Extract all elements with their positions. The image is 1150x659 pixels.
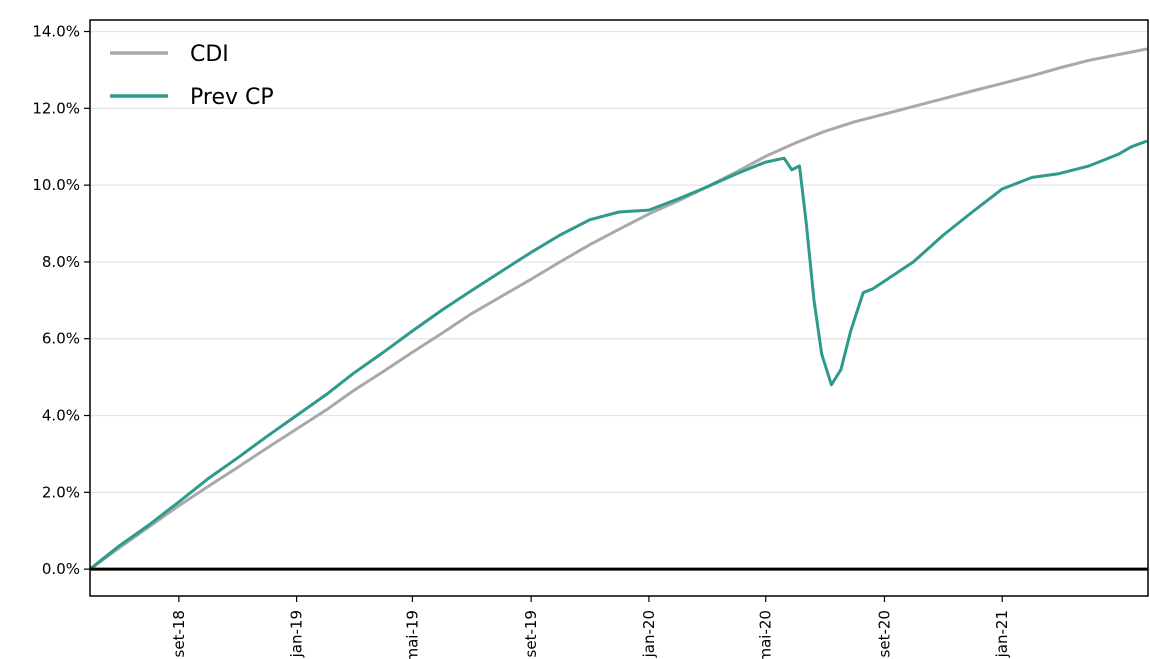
y-tick-label-2: 4.0% <box>42 407 80 425</box>
y-tick-label-3: 6.0% <box>42 330 80 348</box>
x-tick-label-6: set-20 <box>875 610 893 657</box>
x-tick-label-5: mai-20 <box>757 610 775 659</box>
plot-frame <box>89 19 1149 597</box>
y-axis-ticks: 0.0% 2.0% 4.0% 6.0% 8.0% 10.0% 12.0% 14.0% <box>32 23 90 578</box>
x-axis-ticks: set-18 jan-19 mai-19 set-19 jan-20 mai-20 set-… <box>170 596 1011 659</box>
x-tick-label-7: jan-21 <box>993 610 1011 658</box>
x-tick-label-0: set-18 <box>170 610 188 657</box>
series-line-0 <box>89 47 1149 571</box>
y-tick-label-0: 0.0% <box>42 560 80 578</box>
y-tick-label-6: 12.0% <box>32 99 80 117</box>
y-tick-label-1: 2.0% <box>42 483 80 501</box>
chart-legend: CDI Prev CP <box>110 42 274 110</box>
x-tick-label-4: jan-20 <box>640 610 658 658</box>
legend-label-prev-cp: Prev CP <box>190 85 274 110</box>
series-line-1 <box>89 139 1148 571</box>
series-lines <box>89 47 1149 571</box>
legend-label-cdi: CDI <box>190 42 229 67</box>
x-tick-label-1: jan-19 <box>288 610 306 658</box>
grid-lines <box>90 30 1148 493</box>
y-tick-label-7: 14.0% <box>32 23 80 41</box>
x-tick-label-2: mai-19 <box>403 610 421 659</box>
x-tick-label-3: set-19 <box>522 610 540 657</box>
y-tick-label-5: 10.0% <box>32 176 80 194</box>
y-tick-label-4: 8.0% <box>42 253 80 271</box>
